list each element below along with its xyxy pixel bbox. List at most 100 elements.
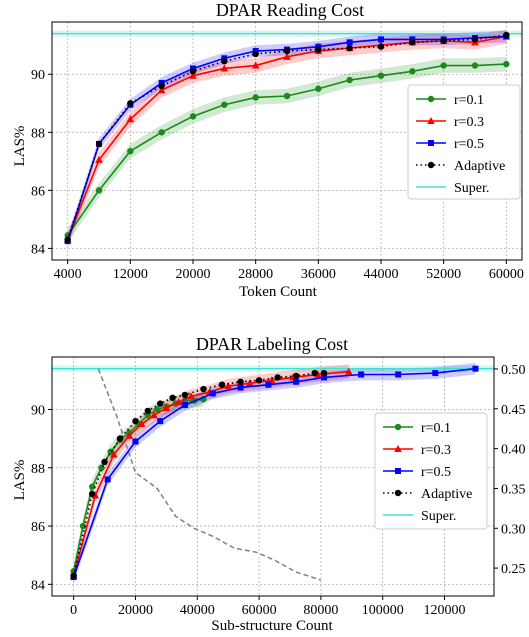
data-point [237, 384, 244, 391]
data-point [283, 47, 291, 55]
y-tick-label: 84 [31, 242, 45, 257]
labeling-cost-chart: DPAR Labeling Cost Sub-structure Count L… [12, 334, 526, 634]
data-point [169, 394, 176, 402]
legend-marker [427, 95, 435, 103]
data-point [187, 392, 195, 400]
x-tick-label: 36000 [301, 267, 336, 282]
legend-label: Adaptive [454, 159, 505, 174]
data-point [156, 400, 164, 407]
legend-label: r=0.1 [421, 421, 451, 436]
data-point [432, 370, 439, 377]
x-axis-label: Token Count [239, 284, 318, 300]
data-point [440, 37, 447, 45]
data-point [144, 407, 152, 415]
y-tick-label: 88 [31, 126, 45, 141]
series-line [72, 370, 349, 576]
data-point [101, 458, 108, 466]
data-point [132, 417, 139, 425]
data-point [70, 572, 77, 579]
legend-marker [394, 489, 402, 497]
x-tick-label: 12000 [113, 267, 148, 282]
y-tick-label: 88 [31, 462, 45, 477]
series-line [72, 367, 476, 578]
data-point [274, 374, 281, 381]
data-point [221, 101, 228, 108]
y2-tick-label: 0.35 [501, 482, 526, 497]
data-point [110, 450, 118, 458]
data-point [321, 374, 327, 381]
x-tick-label: 80000 [303, 603, 338, 618]
x-tick-label: 44000 [364, 267, 399, 282]
series-lines [52, 31, 522, 245]
data-point [64, 236, 71, 243]
data-point [157, 86, 166, 94]
data-point [125, 431, 134, 439]
data-point [150, 411, 158, 419]
data-point [144, 412, 152, 419]
series-band [73, 364, 349, 583]
data-point [471, 36, 479, 43]
series-lines [52, 365, 494, 581]
data-point [255, 377, 263, 384]
y2-tick-label: 0.25 [501, 562, 526, 577]
data-point [200, 385, 207, 393]
legend-marker [394, 423, 402, 431]
chart-title: DPAR Labeling Cost [196, 334, 348, 354]
legend-label: r=0.3 [421, 443, 451, 458]
x-tick-label: 20000 [118, 603, 153, 618]
data-point [395, 371, 402, 378]
y2-tick-label: 0.40 [501, 443, 526, 458]
x-tick-label: 60000 [242, 603, 277, 618]
y-axis-label: LAS% [12, 460, 28, 501]
y-tick-label: 84 [31, 578, 45, 593]
data-point [503, 31, 510, 39]
y-tick-label: 90 [31, 68, 45, 83]
data-point [472, 365, 479, 372]
data-point [237, 378, 244, 385]
axis-ticks: 0 20000 40000 60000 80000 100000 120000 84 86 88 9… [31, 363, 526, 618]
legend-label: r=0.5 [454, 137, 484, 152]
data-point [220, 64, 229, 72]
data-point [346, 44, 353, 52]
data-point [162, 404, 171, 412]
data-point [346, 39, 353, 46]
data-point [79, 522, 87, 530]
legend-box [374, 412, 488, 530]
data-point [377, 43, 385, 50]
data-point [127, 100, 134, 107]
y-axis-label: LAS% [12, 126, 28, 167]
data-point [283, 52, 291, 60]
legend: r=0.1 r=0.3 r=0.5 Adaptive Super. [374, 412, 488, 530]
x-tick-label: 60000 [489, 267, 524, 282]
data-point [221, 57, 228, 65]
data-point [344, 367, 353, 375]
x-tick-label: 120000 [424, 603, 466, 618]
series-band [73, 391, 204, 579]
axis-ticks: 4000 12000 20000 28000 36000 44000 52000 60000 8… [31, 68, 524, 282]
data-point [320, 369, 328, 377]
legend-marker [428, 140, 434, 146]
data-point [95, 155, 103, 163]
data-point [116, 435, 124, 442]
data-point [132, 438, 139, 445]
data-point [358, 371, 365, 378]
data-point [315, 46, 322, 53]
data-point [158, 82, 165, 90]
chart-title: DPAR Reading Cost [216, 0, 364, 20]
legend-label: r=0.3 [454, 115, 484, 130]
data-point [88, 483, 96, 490]
x-tick-label: 20000 [176, 267, 211, 282]
data-point [174, 398, 183, 406]
data-point [95, 140, 103, 148]
data-point [267, 376, 276, 384]
data-point [104, 476, 111, 483]
legend-label: Super. [454, 181, 489, 196]
data-point [189, 71, 197, 79]
data-point [137, 420, 146, 428]
legend-marker [427, 161, 435, 169]
y-tick-label: 86 [31, 184, 45, 199]
data-point [88, 490, 96, 498]
x-tick-label: 40000 [180, 603, 215, 618]
data-point [378, 36, 384, 43]
